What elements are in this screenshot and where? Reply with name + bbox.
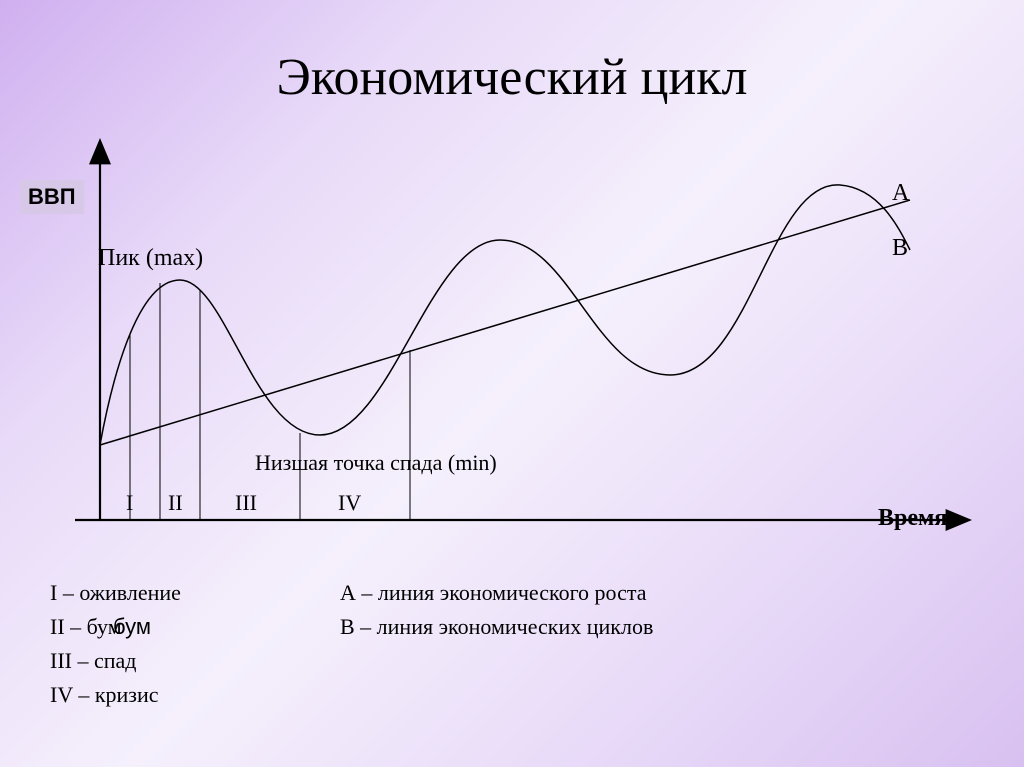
label-a: A [892,180,909,207]
legend-item-iv: IV – кризис [50,682,330,708]
boom-overlay-text: бум [113,614,151,640]
cycle-curve [100,185,910,445]
legend-item-ii: II – бум [50,614,330,640]
legend-item-iii: III – спад [50,648,330,674]
label-b: B [892,235,908,262]
slide-title: Экономический цикл [0,48,1024,107]
phase-label-2: II [168,490,183,516]
legend-right-col: А – линия экономического роста В – линия… [340,580,900,648]
legend-item-a: А – линия экономического роста [340,580,900,606]
x-axis-label: Время [878,505,947,532]
chart-area: ВВП Пик (max) Низшая точка спада (min) В… [30,150,990,570]
peak-label: Пик (max) [98,245,203,272]
phase-label-4: IV [338,490,361,516]
phase-label-1: I [126,490,133,516]
phase-label-3: III [235,490,257,516]
legend-left-col: I – оживление II – бум III – спад IV – к… [50,580,330,716]
y-axis-label-badge: ВВП [20,180,84,214]
legend-item-b: В – линия экономических циклов [340,614,900,640]
trend-line [100,200,910,445]
legend-item-i: I – оживление [50,580,330,606]
trough-label: Низшая точка спада (min) [255,450,497,476]
